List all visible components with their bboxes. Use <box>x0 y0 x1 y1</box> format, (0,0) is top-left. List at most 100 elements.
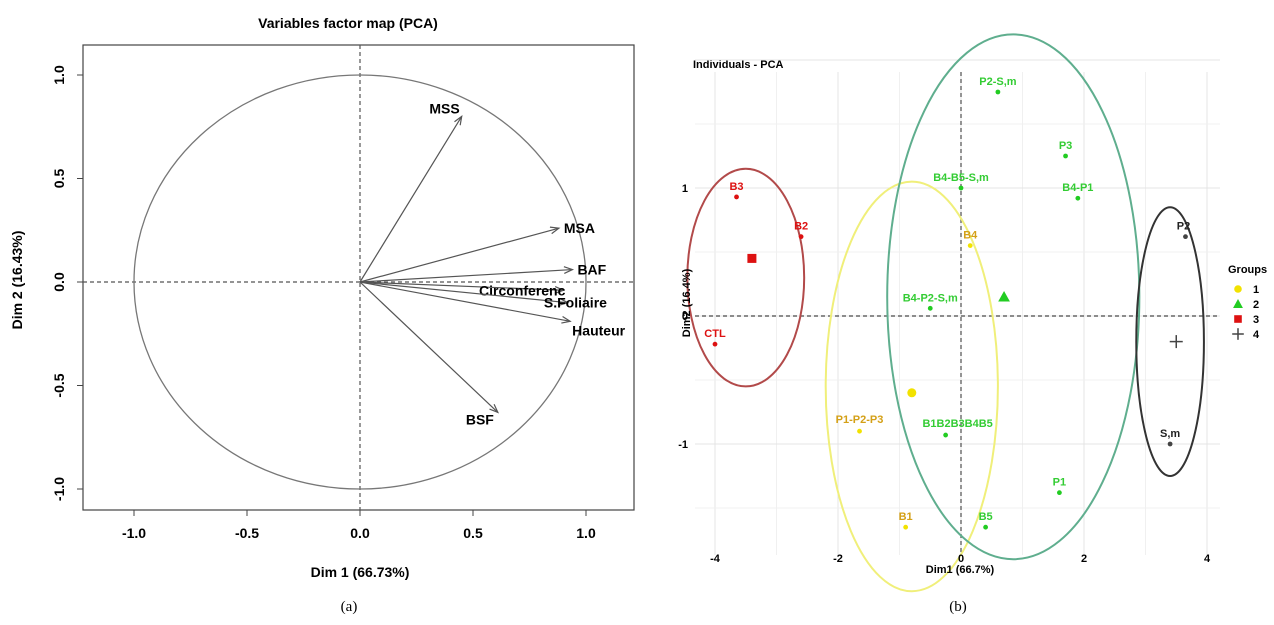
legend-marker-3 <box>1234 315 1242 323</box>
legend-item-4: 4 <box>1232 328 1260 341</box>
a-arrow-label: Circonferenc <box>479 282 566 298</box>
a-arrow-label: BAF <box>577 262 606 278</box>
b-individual-point: B5 <box>979 511 993 530</box>
b-point-label: B4-P1 <box>1062 182 1093 194</box>
a-y-tick-label: 0.5 <box>51 169 67 189</box>
a-unit-circle <box>133 74 587 490</box>
b-y-tick-label: 0 <box>682 311 688 323</box>
panel-b-individuals-pca: Individuals - PCA B3B2CTLB4P1-P2-P3B1P2-… <box>678 33 1267 593</box>
legend-title: Groups <box>1228 264 1267 276</box>
legend-item-3: 3 <box>1234 314 1259 326</box>
a-x-tick-label: 1.0 <box>576 525 596 541</box>
panel-b-grid <box>695 59 1220 555</box>
b-individual-point: P2-S,m <box>979 76 1017 95</box>
panel-a-plot-frame <box>82 44 635 511</box>
a-arrow-head <box>554 286 566 294</box>
b-point-marker <box>1075 195 1081 201</box>
a-x-tick-label: 0.0 <box>350 525 370 541</box>
a-arrow-label: BSF <box>466 411 494 427</box>
panel-b-legend: Groups 1 2 3 4 <box>1228 264 1267 341</box>
a-x-tick-label: -1.0 <box>122 525 146 541</box>
b-point-marker <box>995 89 1001 95</box>
panel-a-title: Variables factor map (PCA) <box>258 15 438 31</box>
b-point-marker <box>734 194 739 200</box>
panel-a-ticks: -1.0 -0.5 0.0 0.5 1.0 -1.0 -0.5 0.0 0.5 1.0 <box>51 65 596 541</box>
panel-a-zero-lines <box>83 45 634 510</box>
b-individual-point: B4 <box>963 230 978 249</box>
b-individual-point: P2 <box>1177 221 1190 240</box>
b-point-label: B1B2B3B4B5 <box>922 418 992 430</box>
a-arrow-shaft <box>359 268 573 283</box>
panel-b-x-axis-label: Dim1 (66.7%) <box>926 564 995 576</box>
b-x-tick-label: -4 <box>710 553 721 565</box>
a-variable-arrow: BSF <box>359 281 500 427</box>
b-y-tick-label: 1 <box>682 183 688 195</box>
panel-a-variables-factor-map: Variables factor map (PCA) -1.0 -0.5 0.0 0.… <box>9 15 635 580</box>
b-individual-point: B4-P2-S,m <box>903 292 958 311</box>
a-arrow-head <box>549 226 561 235</box>
legend-label-3: 3 <box>1253 314 1259 326</box>
b-point-marker <box>857 428 862 434</box>
b-individual-point: B2 <box>794 221 808 240</box>
legend-marker-2 <box>1233 299 1243 308</box>
b-point-label: B2 <box>794 221 808 233</box>
panel-b-title: Individuals - PCA <box>693 59 784 71</box>
b-group-centroid-2 <box>998 290 1010 302</box>
a-variable-arrow: Circonferenc <box>359 281 566 298</box>
b-x-tick-label: 0 <box>958 553 964 565</box>
b-individual-point: B1B2B3B4B5 <box>922 418 993 438</box>
b-group-centroid-4 <box>1169 335 1183 349</box>
legend-marker-1 <box>1234 285 1242 293</box>
b-group-ellipse-2 <box>886 33 1141 561</box>
a-arrow-label: Hauteur <box>572 322 625 338</box>
b-point-label: B4-P2-S,m <box>903 292 958 304</box>
a-variable-arrow: S.Foliaire <box>359 281 607 311</box>
a-arrow-shaft <box>359 281 564 291</box>
b-point-label: P1-P2-P3 <box>836 414 884 426</box>
b-point-label: P2 <box>1177 221 1190 233</box>
a-y-tick-label: 0.0 <box>51 272 67 292</box>
b-individual-point: B3 <box>729 181 744 200</box>
b-point-marker <box>1183 234 1188 240</box>
b-individual-point: S,m <box>1160 428 1180 447</box>
b-point-label: B4 <box>963 230 978 242</box>
b-individual-point: P1 <box>1053 477 1066 496</box>
a-variable-arrow: Hauteur <box>359 281 626 338</box>
panel-b-group-ellipses <box>686 33 1205 593</box>
legend-item-1: 1 <box>1234 284 1259 296</box>
b-group-centroid-1 <box>907 388 917 398</box>
b-point-label: CTL <box>704 328 726 340</box>
a-variable-arrow: MSA <box>359 220 595 283</box>
b-point-label: P2-S,m <box>979 76 1017 88</box>
b-individual-point: P3 <box>1059 140 1072 159</box>
b-individual-point: B4-B5-S,m <box>933 172 989 191</box>
b-point-marker <box>967 243 973 249</box>
legend-label-2: 2 <box>1253 299 1259 311</box>
b-point-marker <box>943 432 949 438</box>
a-arrow-shaft <box>359 227 560 283</box>
b-group-centroid-3 <box>747 253 757 263</box>
b-point-label: P1 <box>1053 477 1066 489</box>
b-group-ellipse-4 <box>1135 206 1205 477</box>
b-individual-point: B4-P1 <box>1062 182 1093 201</box>
a-variable-arrow: MSS <box>359 100 463 283</box>
a-variable-arrow: BAF <box>359 262 607 283</box>
b-point-label: B1 <box>899 511 913 523</box>
a-arrow-label: S.Foliaire <box>544 295 607 311</box>
b-point-label: B5 <box>979 511 993 523</box>
a-arrow-label: MSA <box>564 220 595 236</box>
b-point-label: P3 <box>1059 140 1072 152</box>
panel-a-y-axis-label: Dim 2 (16.43%) <box>9 231 25 330</box>
b-individual-point: B1 <box>899 511 913 530</box>
a-y-tick-label: -0.5 <box>51 373 67 397</box>
b-individual-point: P1-P2-P3 <box>836 414 884 434</box>
a-arrow-shaft <box>359 281 568 304</box>
legend-label-4: 4 <box>1253 329 1260 341</box>
b-x-tick-label: 2 <box>1081 553 1087 565</box>
a-x-tick-label: -0.5 <box>235 525 259 541</box>
b-x-tick-label: -2 <box>833 553 843 565</box>
caption-a: (a) <box>341 599 358 615</box>
b-point-marker <box>1167 441 1173 447</box>
